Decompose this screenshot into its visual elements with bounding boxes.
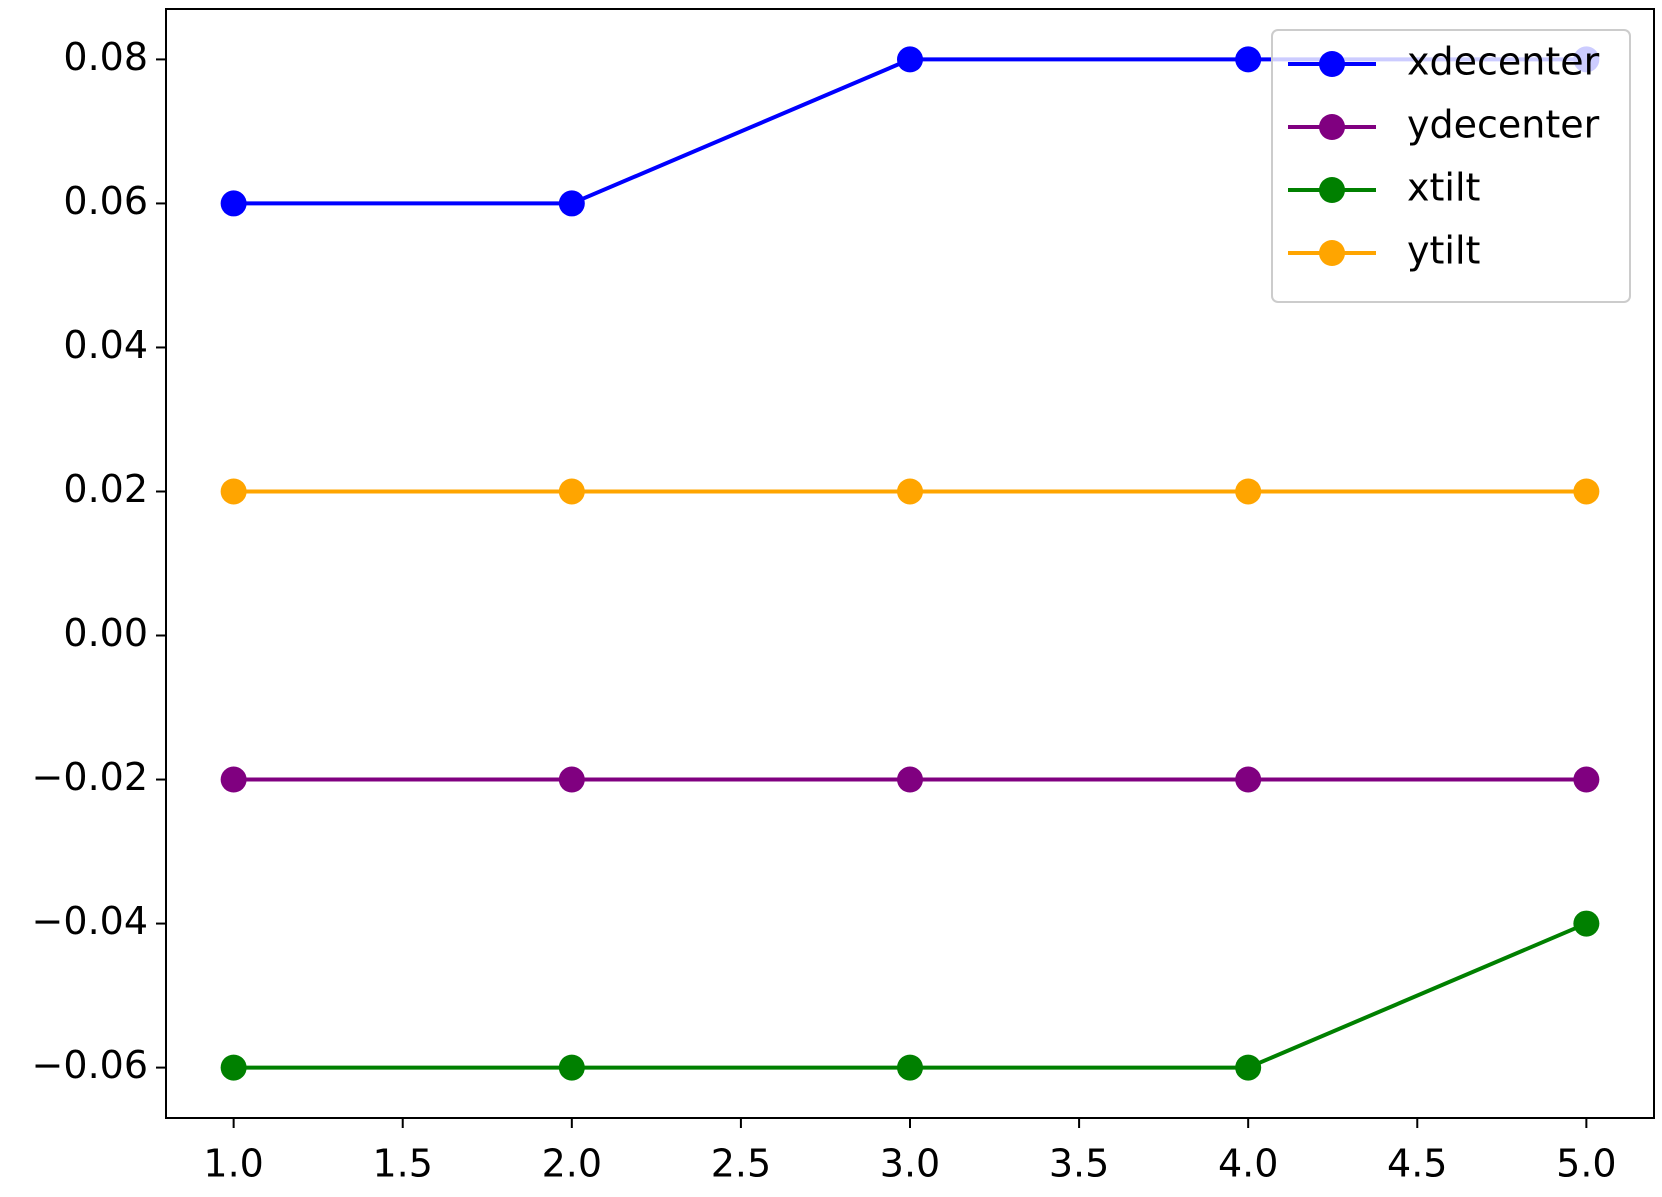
legend-marker xyxy=(1319,114,1345,140)
y-tick-label: 0.00 xyxy=(63,611,148,655)
x-tick-label: 1.5 xyxy=(373,1142,433,1186)
y-tick-label: −0.06 xyxy=(32,1043,148,1087)
data-point xyxy=(558,478,585,505)
series-line xyxy=(233,921,1588,1070)
data-point xyxy=(897,478,923,505)
data-point xyxy=(220,766,247,793)
legend: xdecenter ydecenter xtilt ytilt xyxy=(1271,29,1631,303)
legend-marker xyxy=(1319,240,1345,266)
data-point xyxy=(220,478,247,505)
data-point xyxy=(1235,478,1262,505)
data-point xyxy=(1573,910,1600,937)
legend-label: ydecenter xyxy=(1407,103,1600,147)
legend-label: ytilt xyxy=(1407,229,1480,273)
legend-box xyxy=(1271,29,1631,303)
data-point xyxy=(220,1054,247,1081)
legend-label: xdecenter xyxy=(1407,40,1600,84)
x-tick-label: 1.0 xyxy=(203,1142,263,1186)
legend-marker xyxy=(1319,51,1345,77)
x-tick-label: 2.5 xyxy=(711,1142,771,1186)
data-point xyxy=(897,46,923,73)
y-tick-label: −0.04 xyxy=(32,899,148,943)
y-tick-label: 0.08 xyxy=(63,35,148,79)
y-tick-label: 0.06 xyxy=(63,179,148,223)
data-point xyxy=(1573,766,1600,793)
data-point xyxy=(897,766,923,793)
data-point xyxy=(1573,478,1600,505)
data-point xyxy=(1235,1054,1262,1081)
x-tick-label: 5.0 xyxy=(1556,1142,1616,1186)
data-point xyxy=(558,190,585,217)
y-tick-label: 0.04 xyxy=(63,323,148,367)
plot-frame xyxy=(165,8,1655,1119)
data-point xyxy=(897,1054,923,1081)
data-point xyxy=(220,190,247,217)
legend-label: xtilt xyxy=(1407,166,1480,210)
data-point xyxy=(558,1054,585,1081)
x-tick-label: 4.0 xyxy=(1218,1142,1278,1186)
x-tick-label: 4.5 xyxy=(1387,1142,1447,1186)
y-tick-label: −0.02 xyxy=(32,755,148,799)
x-tick-label: 3.5 xyxy=(1049,1142,1109,1186)
x-tick-label: 3.0 xyxy=(880,1142,940,1186)
data-point xyxy=(558,766,585,793)
data-point xyxy=(1235,46,1262,73)
legend-marker xyxy=(1319,177,1345,203)
x-tick-label: 2.0 xyxy=(542,1142,602,1186)
data-point xyxy=(1235,766,1262,793)
y-tick-label: 0.02 xyxy=(63,467,148,511)
